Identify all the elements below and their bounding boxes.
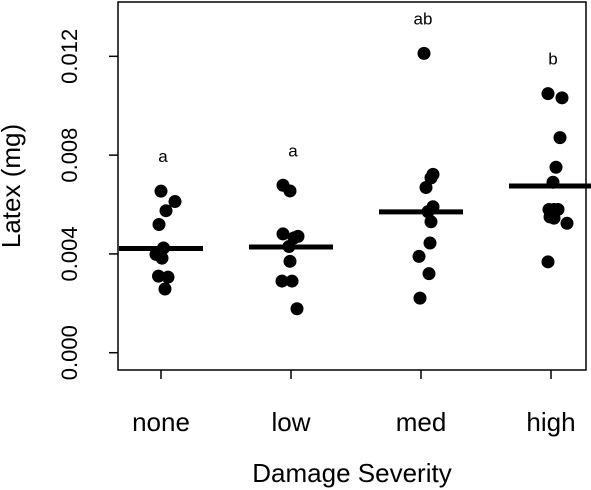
data-point <box>413 291 427 305</box>
data-point <box>285 274 299 288</box>
data-point <box>155 251 169 265</box>
significance-letter: a <box>288 141 298 160</box>
data-point <box>158 282 172 296</box>
significance-letter: a <box>158 147 168 166</box>
group-med: ab <box>379 9 463 305</box>
data-point <box>290 302 304 316</box>
data-point <box>168 195 182 209</box>
data-point <box>553 131 567 145</box>
data-point <box>275 274 289 288</box>
x-axis-label: Damage Severity <box>252 458 451 488</box>
x-axis: none low med high <box>132 370 576 437</box>
significance-letter: ab <box>414 9 433 28</box>
data-point <box>423 236 437 250</box>
data-point <box>283 184 297 198</box>
data-point <box>560 216 574 230</box>
group-high: b <box>509 50 591 269</box>
y-axis: 0.000 0.004 0.008 0.012 <box>57 29 118 380</box>
y-axis-label: Latex (mg) <box>0 124 26 248</box>
data-point <box>152 269 165 283</box>
data-marks: a a ab b <box>119 9 591 316</box>
data-point <box>424 215 438 229</box>
data-point <box>547 211 561 225</box>
y-tick-label: 0.008 <box>57 128 82 183</box>
group-none: a <box>119 147 203 296</box>
y-tick-label: 0.012 <box>57 29 82 84</box>
data-point <box>291 229 305 243</box>
significance-letter: b <box>548 50 557 69</box>
data-point <box>161 270 175 284</box>
data-point <box>541 87 555 101</box>
data-point <box>276 227 290 241</box>
group-low: a <box>249 141 333 316</box>
data-point <box>159 204 173 218</box>
data-point <box>154 184 168 198</box>
data-point <box>555 91 569 105</box>
data-point <box>419 180 433 194</box>
data-point <box>412 249 426 263</box>
y-tick-label: 0.000 <box>57 325 82 380</box>
x-tick-label: none <box>132 407 190 437</box>
data-point <box>283 254 297 268</box>
x-tick-label: high <box>526 407 575 437</box>
x-tick-label: low <box>271 407 310 437</box>
data-point <box>417 46 431 60</box>
data-point <box>422 267 436 281</box>
data-point <box>152 218 166 232</box>
y-tick-label: 0.004 <box>57 226 82 281</box>
data-point <box>541 255 555 269</box>
data-point <box>549 160 563 174</box>
x-tick-label: med <box>396 407 447 437</box>
data-point <box>424 171 438 185</box>
